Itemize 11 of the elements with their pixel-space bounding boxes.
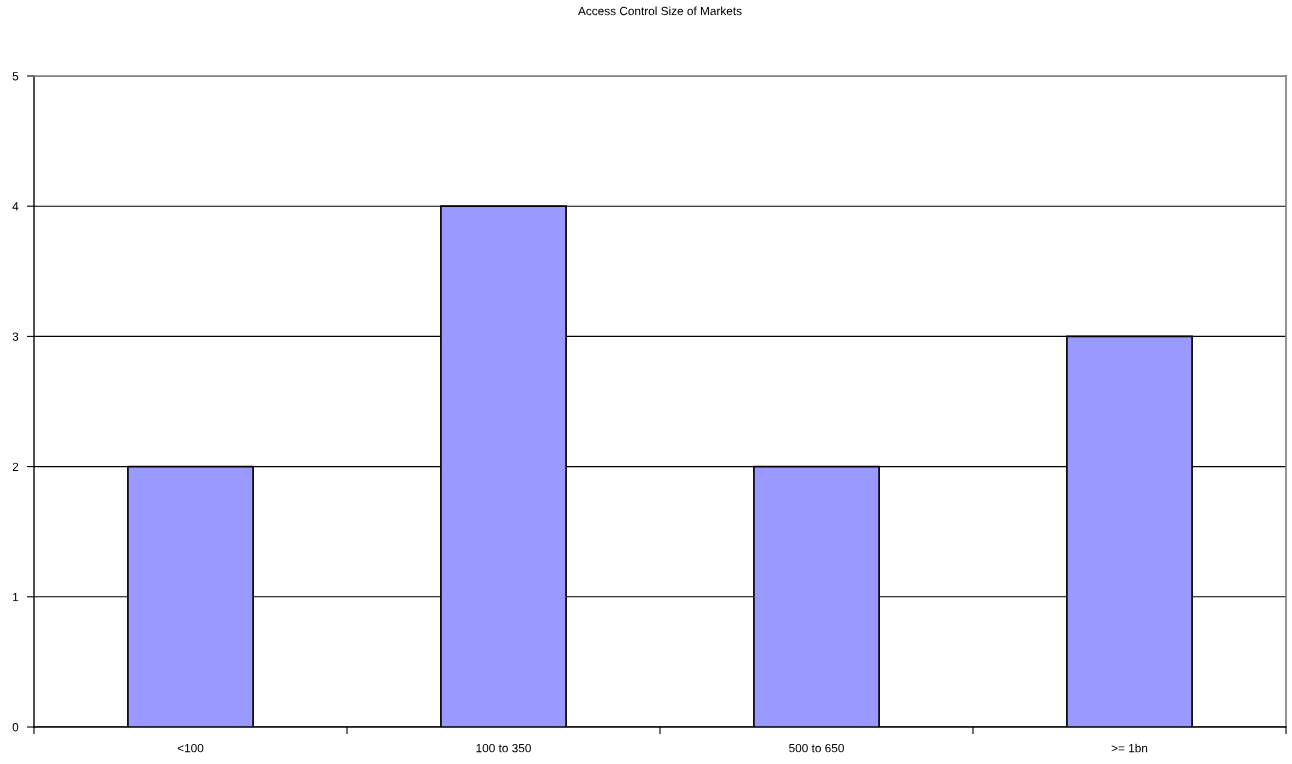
x-tick-label: <100 bbox=[177, 743, 204, 753]
y-tick-label: 4 bbox=[12, 202, 19, 211]
x-tick-label: 500 to 650 bbox=[789, 743, 844, 753]
y-tick-label: 5 bbox=[12, 72, 19, 81]
y-tick-label: 1 bbox=[13, 592, 19, 602]
x-tick-label: 100 to 350 bbox=[476, 743, 531, 753]
y-tick-label: 3 bbox=[12, 332, 19, 341]
x-tick-label: >= 1bn bbox=[1111, 743, 1148, 753]
chart-title: Access Control Size of Markets bbox=[578, 6, 742, 16]
y-tick-label: 0 bbox=[12, 723, 19, 732]
y-tick-label: 2 bbox=[12, 462, 19, 471]
